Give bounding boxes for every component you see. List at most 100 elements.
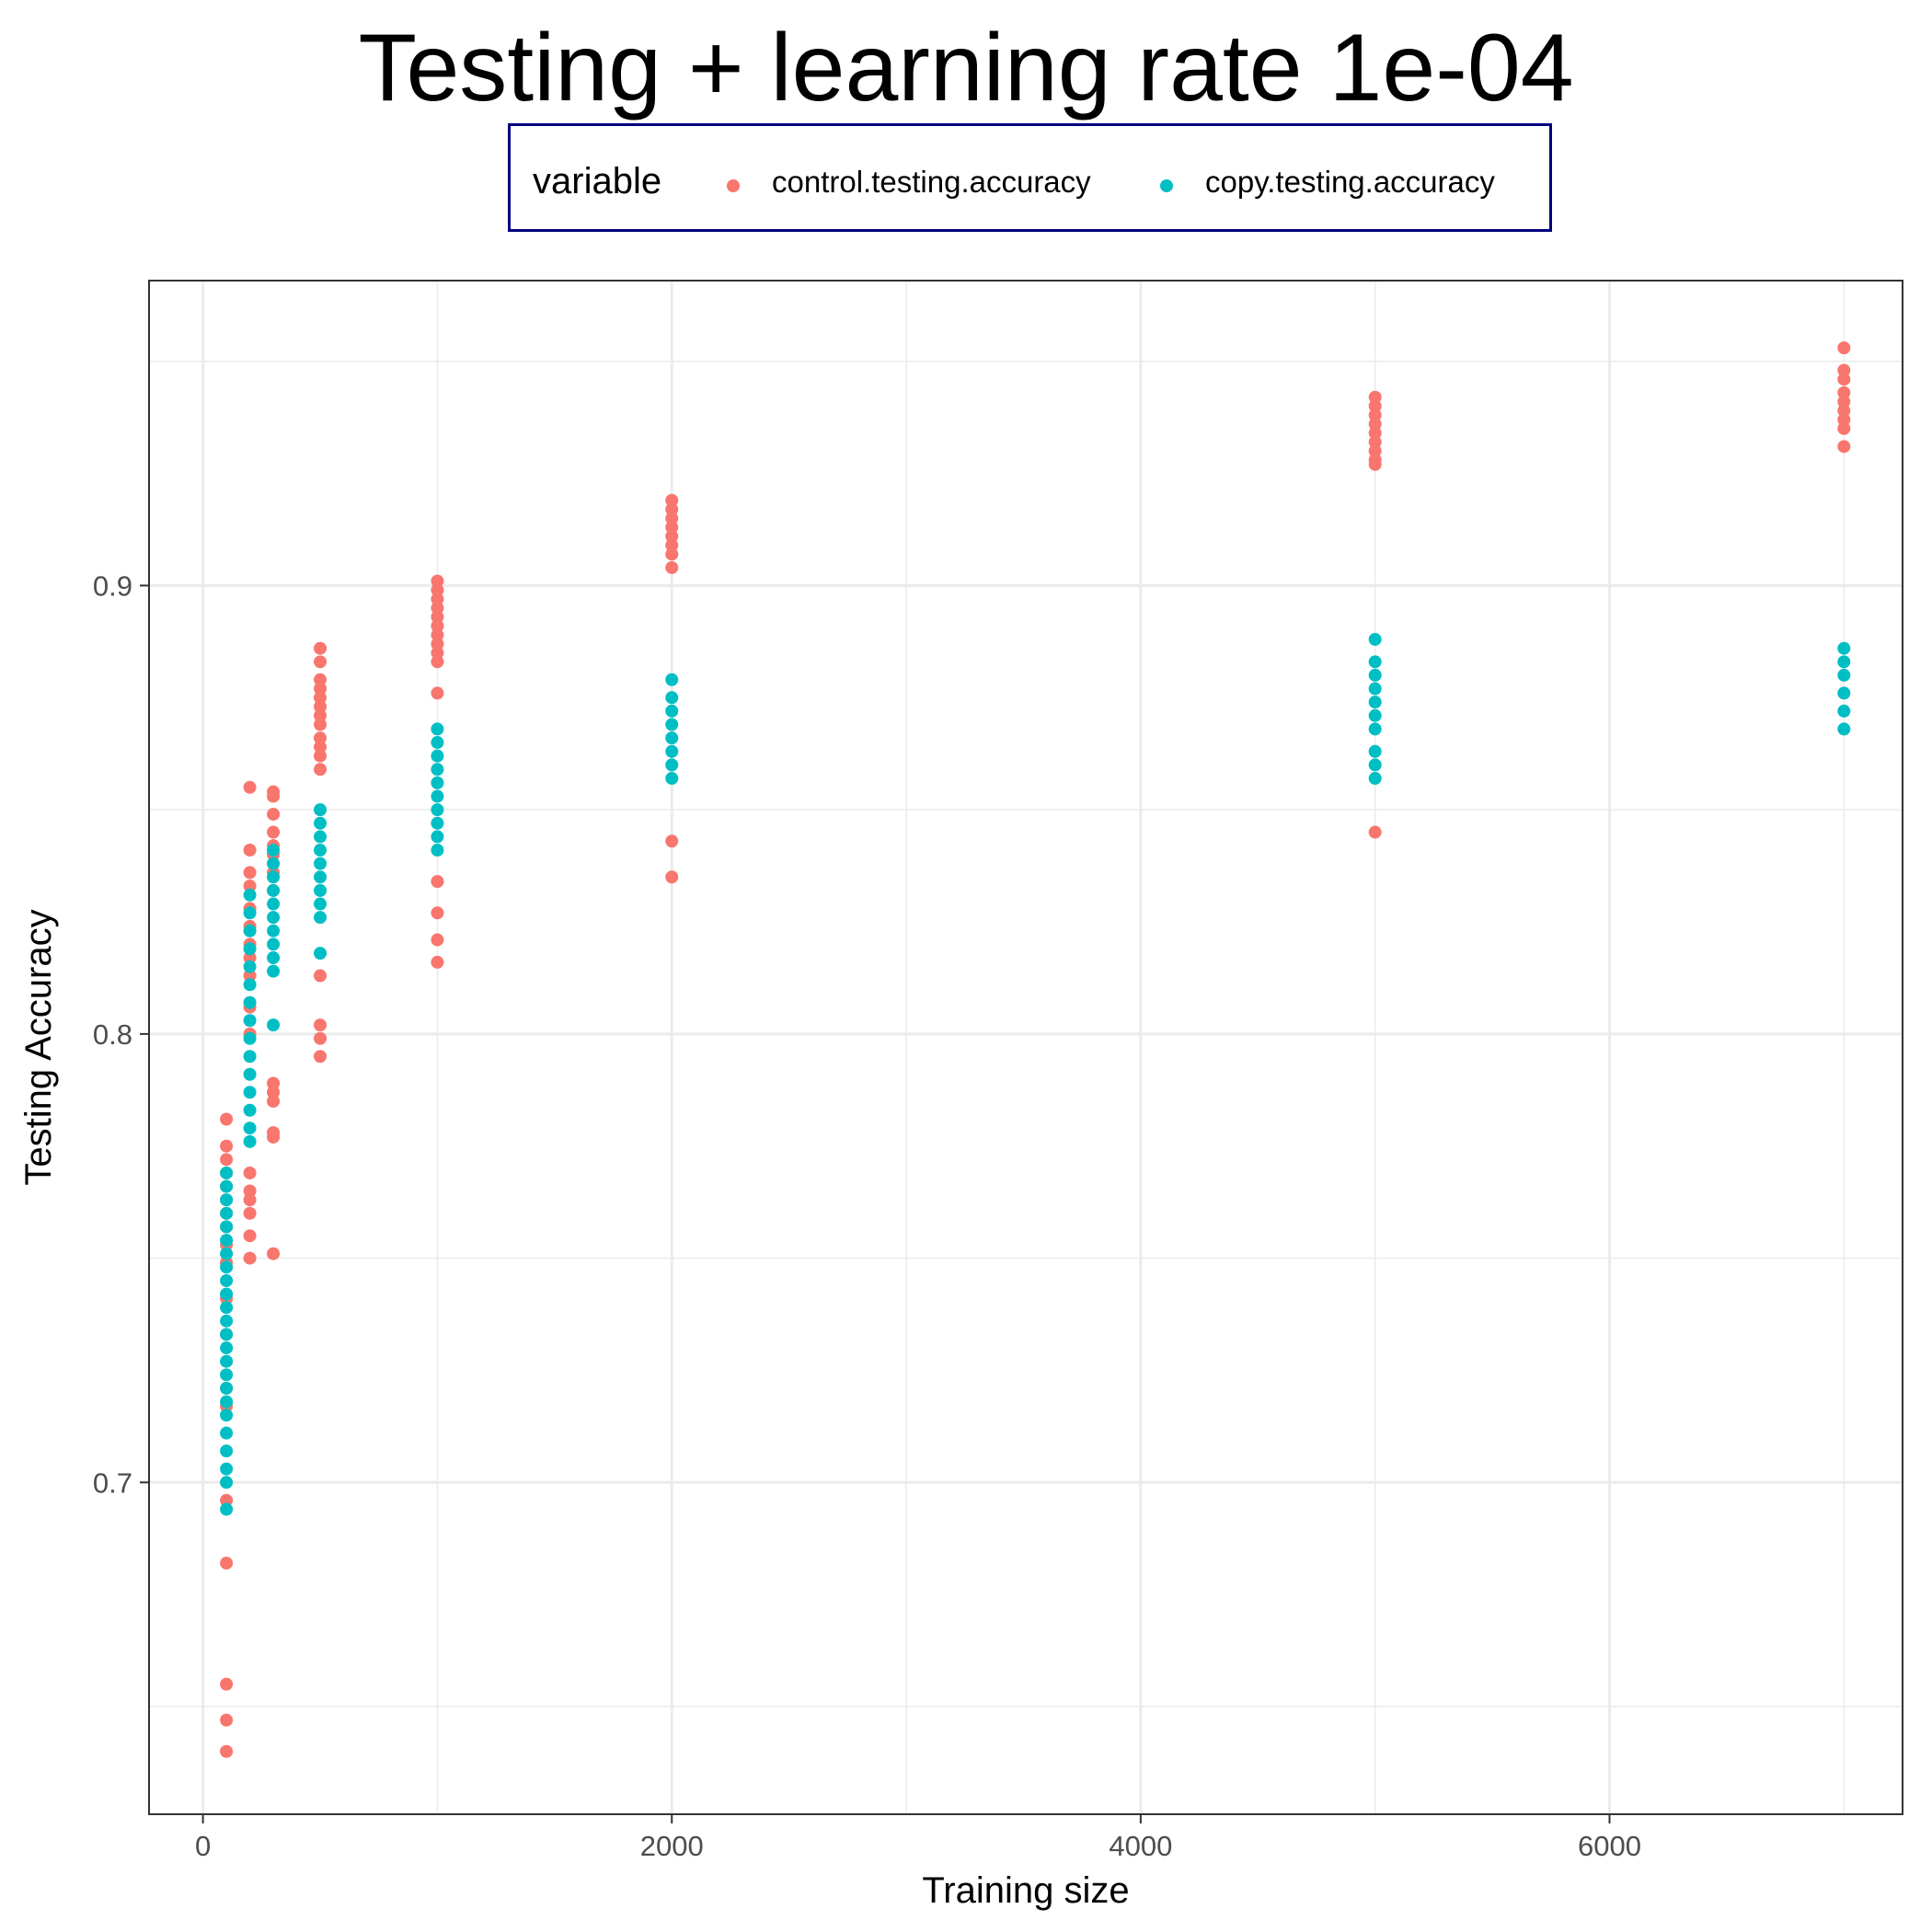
- chart-title: Testing + learning rate 1e-04: [358, 15, 1574, 121]
- copy-point: [220, 1502, 234, 1516]
- control-point: [243, 1193, 257, 1207]
- control-point: [431, 933, 444, 947]
- copy-point: [220, 1395, 234, 1409]
- copy-point: [1368, 655, 1382, 669]
- copy-point: [220, 1426, 234, 1440]
- control-point: [431, 619, 444, 633]
- control-point: [267, 1076, 281, 1090]
- copy-point: [1837, 641, 1851, 655]
- control-point: [243, 780, 257, 794]
- copy-point: [220, 1260, 234, 1274]
- copy-point: [220, 1273, 234, 1287]
- copy-point: [243, 1103, 257, 1117]
- grid: [149, 281, 1903, 1814]
- control-point: [665, 529, 679, 543]
- copy-point: [243, 1014, 257, 1028]
- x-tick-label: 4000: [1109, 1830, 1172, 1862]
- control-point: [665, 538, 679, 552]
- x-axis-title: Training size: [922, 1870, 1129, 1911]
- control-point: [314, 731, 328, 745]
- control-point: [665, 512, 679, 525]
- y-tick-label: 0.7: [93, 1466, 132, 1499]
- copy-point: [220, 1220, 234, 1234]
- copy-point: [1837, 686, 1851, 700]
- x-tick-label: 0: [195, 1830, 211, 1862]
- plot-panel-border: [148, 280, 1903, 1815]
- copy-point: [314, 857, 328, 870]
- copy-point: [220, 1476, 234, 1489]
- copy-point: [267, 844, 281, 857]
- copy-point: [665, 744, 679, 758]
- y-axis-title: Testing Accuracy: [18, 909, 59, 1185]
- control-point: [1368, 399, 1382, 413]
- copy-point: [1368, 668, 1382, 682]
- copy-point: [267, 964, 281, 978]
- control-point: [314, 740, 328, 753]
- copy-point: [220, 1341, 234, 1355]
- control-point: [1837, 363, 1851, 377]
- control-point: [431, 574, 444, 588]
- control-point: [267, 789, 281, 803]
- copy-point: [431, 776, 444, 789]
- control-point: [1837, 404, 1851, 418]
- control-point: [1837, 341, 1851, 355]
- copy-point: [314, 870, 328, 884]
- control-point: [1837, 385, 1851, 399]
- control-point: [431, 628, 444, 642]
- control-point: [665, 493, 679, 507]
- copy-point: [431, 763, 444, 776]
- legend-label-control: control.testing.accuracy: [772, 165, 1091, 199]
- control-point: [220, 1557, 234, 1570]
- copy-point: [267, 883, 281, 897]
- copy-point: [431, 816, 444, 830]
- copy-point: [1368, 758, 1382, 772]
- control-point: [1368, 417, 1382, 431]
- control-point: [1368, 457, 1382, 471]
- control-point: [1368, 390, 1382, 404]
- control-point: [665, 521, 679, 535]
- axes: 0 2000 4000 6000 0.7 0.8 0.9: [93, 569, 1641, 1862]
- copy-point: [665, 673, 679, 686]
- copy-point: [220, 1206, 234, 1220]
- control-point: [665, 502, 679, 516]
- copy-point: [220, 1247, 234, 1260]
- copy-point: [665, 772, 679, 786]
- copy-point: [314, 803, 328, 817]
- copy-point: [243, 1031, 257, 1045]
- control-point: [1837, 440, 1851, 454]
- copy-point: [243, 1121, 257, 1135]
- control-point: [1368, 426, 1382, 440]
- copy-point: [243, 888, 257, 902]
- x-tick-label: 2000: [640, 1830, 704, 1862]
- copy-point: [314, 911, 328, 925]
- copy-point: [314, 897, 328, 911]
- copy-point: [243, 978, 257, 992]
- control-point: [220, 1112, 234, 1126]
- control-point: [314, 1018, 328, 1032]
- copy-point: [243, 924, 257, 937]
- control-point: [314, 969, 328, 983]
- control-point: [267, 1094, 281, 1108]
- copy-point: [220, 1179, 234, 1193]
- copy-point: [243, 995, 257, 1009]
- control-point: [314, 673, 328, 686]
- copy-point: [1837, 668, 1851, 682]
- copy-point: [665, 758, 679, 772]
- copy-point: [431, 749, 444, 763]
- control-point: [665, 560, 679, 574]
- copy-point: [220, 1409, 234, 1422]
- control-point: [431, 637, 444, 650]
- control-point: [431, 906, 444, 920]
- copy-point: [1837, 704, 1851, 718]
- copy-point: [1368, 722, 1382, 736]
- copy-point: [431, 830, 444, 844]
- control-point: [314, 1050, 328, 1064]
- data-points: [220, 341, 1851, 1758]
- copy-point: [220, 1234, 234, 1248]
- control-point: [243, 1229, 257, 1243]
- control-point: [243, 1206, 257, 1220]
- control-point: [243, 1251, 257, 1265]
- control-point: [314, 1031, 328, 1045]
- copy-point: [431, 844, 444, 857]
